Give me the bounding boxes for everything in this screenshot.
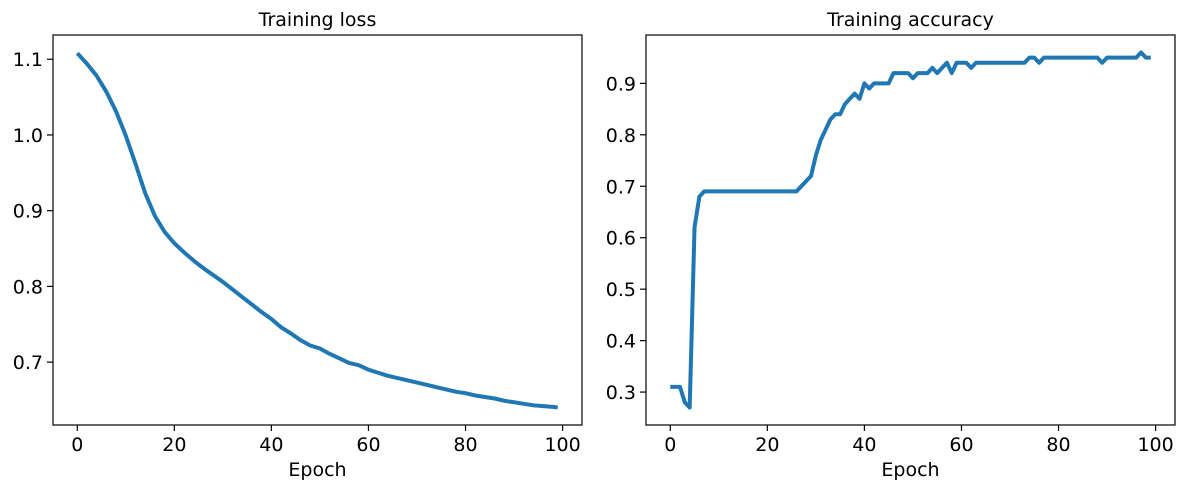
accuracy-axes-frame (645, 34, 1176, 426)
accuracy-chart-panel: Training accuracy Epoch 0 20 40 60 80 100 0.3 0… (606, 9, 1176, 481)
accuracy-y-tick-label: 0.4 (606, 331, 636, 353)
loss-chart-panel: Training loss Epoch 0 20 40 60 80 100 0.7 0.8 0.… (13, 9, 583, 481)
loss-x-tick-label: 100 (544, 434, 580, 456)
accuracy-x-tick-label: 0 (664, 434, 676, 456)
loss-y-tick-label: 1.1 (13, 49, 43, 71)
loss-x-tick-label: 60 (356, 434, 380, 456)
accuracy-series-line (670, 50, 1151, 410)
accuracy-y-tick-label: 0.3 (606, 382, 636, 404)
accuracy-y-tick-label: 0.5 (606, 279, 636, 301)
loss-y-tick-label: 0.7 (13, 352, 43, 374)
loss-x-tick-label: 40 (259, 434, 283, 456)
loss-axes-frame (52, 34, 583, 426)
accuracy-y-tick-label: 0.8 (606, 125, 636, 147)
accuracy-y-tick-label: 0.7 (606, 176, 636, 198)
accuracy-y-tick-label: 0.9 (606, 73, 636, 95)
loss-y-tick-label: 1.0 (13, 125, 43, 147)
loss-x-tick-label: 80 (453, 434, 477, 456)
accuracy-chart-title: Training accuracy (826, 9, 994, 31)
loss-series-line (75, 51, 559, 410)
loss-chart-title: Training loss (258, 9, 377, 31)
loss-chart-xlabel: Epoch (288, 459, 346, 481)
accuracy-x-tick-label: 20 (755, 434, 779, 456)
loss-y-tick-label: 0.9 (13, 201, 43, 223)
loss-y-tick-label: 0.8 (13, 276, 43, 298)
accuracy-x-tick-label: 40 (852, 434, 876, 456)
accuracy-y-tick-label: 0.6 (606, 228, 636, 250)
loss-x-tick-label: 20 (162, 434, 186, 456)
accuracy-x-tick-label: 100 (1137, 434, 1173, 456)
accuracy-x-tick-label: 80 (1046, 434, 1070, 456)
loss-x-tick-label: 0 (71, 434, 83, 456)
accuracy-x-tick-label: 60 (949, 434, 973, 456)
accuracy-chart-xlabel: Epoch (881, 459, 939, 481)
